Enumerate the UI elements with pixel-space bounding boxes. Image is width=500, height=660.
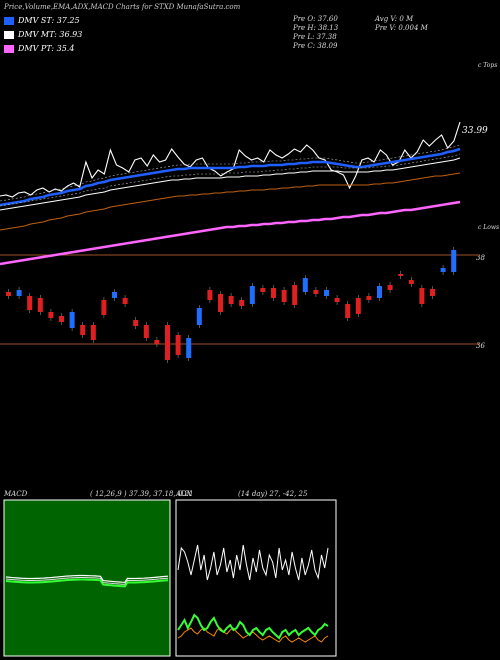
- candle: [6, 292, 11, 296]
- ohlc-high: Pre H: 38.13: [293, 24, 339, 32]
- candle: [355, 298, 361, 314]
- legend-pt: DMV PT: 35.4: [4, 44, 74, 53]
- ema-mid-line-band: [0, 153, 461, 207]
- ema-short-line: [0, 147, 461, 207]
- macd-title: MACD: [4, 490, 28, 498]
- candle: [387, 285, 393, 290]
- legend-pt-label: DMV PT: 35.4: [18, 44, 75, 53]
- candle: [281, 290, 287, 302]
- candle: [292, 285, 298, 305]
- pre-volume: Pre V: 0.004 M: [375, 24, 428, 32]
- candle: [186, 338, 192, 358]
- candle: [302, 278, 308, 292]
- candle: [430, 289, 435, 296]
- candle: [239, 300, 245, 306]
- candle: [165, 325, 170, 360]
- legend-mt: DMV MT: 36.93: [4, 30, 82, 39]
- candle: [196, 308, 202, 325]
- lows-label: c Lows: [478, 224, 500, 231]
- candle: [101, 300, 107, 315]
- adx-di-plus-line: [177, 613, 329, 640]
- candle: [90, 325, 96, 340]
- candle: [440, 268, 446, 272]
- ohlc-low: Pre L: 37.38: [293, 33, 337, 41]
- macd-line: [5, 574, 169, 583]
- last-price-label: 33.99: [462, 126, 488, 136]
- level-38-label: 38: [476, 254, 485, 262]
- candle: [366, 296, 372, 300]
- candle: [313, 290, 319, 294]
- candle: [249, 286, 255, 304]
- candle: [419, 288, 425, 304]
- avg-volume: Avg V: 0 M: [375, 15, 414, 23]
- tops-label: c Tops: [478, 62, 498, 69]
- candle: [154, 340, 160, 344]
- candle: [207, 290, 213, 300]
- candle: [271, 288, 276, 298]
- candle: [133, 320, 139, 326]
- ohlc-close: Pre C: 38.09: [293, 42, 338, 50]
- candle: [408, 280, 414, 284]
- candle: [451, 250, 457, 272]
- candle: [112, 292, 117, 298]
- legend-swatch-blue: [4, 16, 14, 25]
- candle: [69, 312, 75, 328]
- candle: [377, 286, 382, 298]
- legend-mt-label: DMV MT: 36.93: [18, 30, 83, 39]
- candle: [37, 298, 43, 312]
- legend-swatch-pink: [4, 44, 14, 53]
- candle: [143, 325, 149, 338]
- candle: [59, 316, 64, 322]
- candle: [80, 325, 86, 335]
- macd-signal-line: [5, 577, 169, 585]
- candle: [260, 288, 266, 292]
- legend-st: DMV ST: 37.25: [4, 16, 80, 25]
- candle: [334, 298, 340, 302]
- candle: [324, 290, 329, 296]
- candle: [345, 304, 351, 318]
- macd-histogram: [5, 578, 169, 588]
- legend-swatch-white: [4, 30, 14, 39]
- candle: [218, 294, 223, 312]
- adx-params: (14 day) 27, -42, 25: [238, 490, 308, 498]
- adx-line: [177, 544, 329, 581]
- candle: [27, 296, 33, 310]
- adx-title: ADX: [176, 490, 192, 498]
- candle: [398, 274, 404, 276]
- ohlc-open: Pre O: 37.60: [293, 15, 338, 23]
- ema-short-line-band: [0, 144, 461, 202]
- macd-params: ( 12,26,9 ) 37.39, 37.18, 0.21: [90, 490, 194, 498]
- ema-very-long-line: [0, 200, 461, 266]
- price-line: [0, 121, 461, 198]
- candle: [16, 290, 22, 296]
- ema-mid-line: [0, 157, 461, 211]
- chart-title: Price,Volume,EMA,ADX,MACD Charts for STX…: [4, 3, 241, 11]
- ema-long-line: [0, 172, 461, 231]
- level-36-label: 36: [476, 342, 485, 350]
- candle: [122, 298, 128, 304]
- candle: [175, 335, 181, 355]
- legend-st-label: DMV ST: 37.25: [18, 16, 80, 25]
- candle: [48, 312, 54, 318]
- candle: [228, 296, 234, 304]
